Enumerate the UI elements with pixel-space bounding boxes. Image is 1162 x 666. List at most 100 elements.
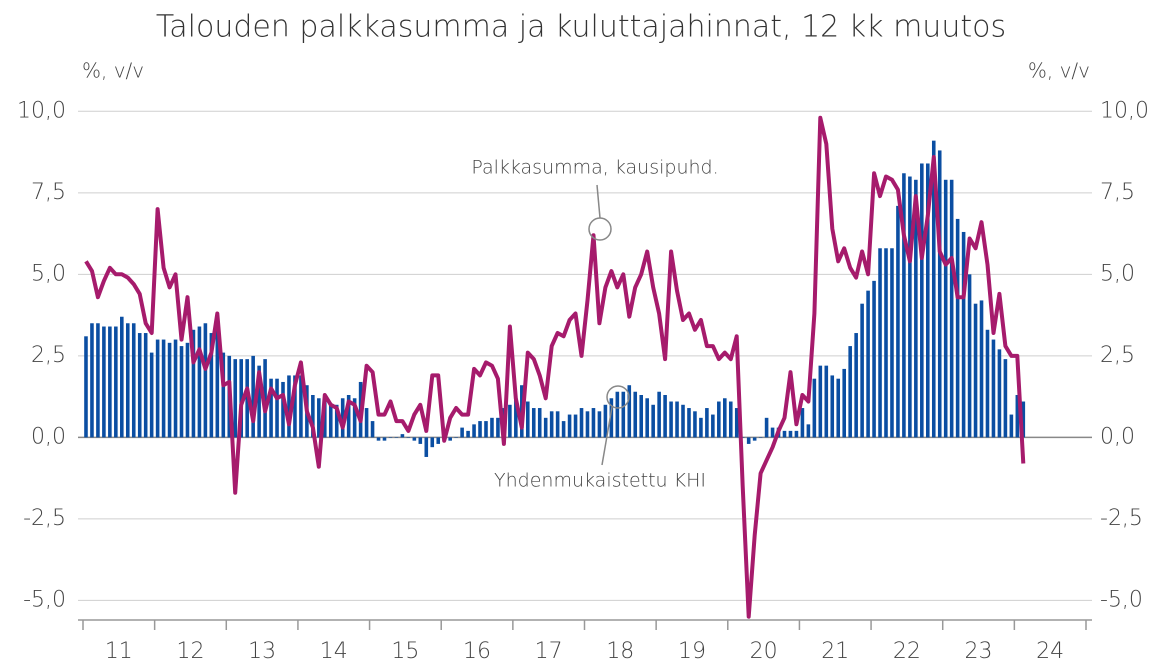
bar [143, 333, 148, 438]
bar [782, 430, 787, 438]
bar [896, 205, 900, 438]
annotation-circle [588, 217, 612, 241]
bar [472, 424, 476, 438]
y2-tick-label: 2,5 [1100, 343, 1135, 368]
bar [764, 417, 769, 438]
bar [114, 326, 118, 438]
bar [997, 349, 1002, 438]
bar [394, 437, 399, 438]
bar [1021, 401, 1026, 438]
bar [340, 398, 345, 438]
annotation-hicp: Yhdenmukaistettu KHI [494, 385, 706, 492]
bar [424, 437, 429, 457]
bar [651, 404, 655, 438]
bar [848, 346, 852, 438]
x-tick-label: 11 [105, 639, 133, 664]
bar [806, 424, 811, 438]
bar [108, 326, 112, 438]
line [84, 115, 1026, 619]
bar [603, 404, 608, 438]
bar [842, 368, 846, 438]
bar [800, 408, 805, 438]
bar [585, 411, 590, 438]
bar [221, 352, 226, 438]
bar [102, 326, 106, 438]
bar [621, 391, 626, 438]
bar [149, 352, 154, 438]
bar [633, 391, 638, 438]
y-tick-label: 5,0 [31, 261, 66, 286]
bar [770, 427, 775, 438]
annotation-circle [606, 385, 630, 409]
bar [514, 398, 518, 438]
grid: -5,0 -2,5 0,0 2,5 5,0 7,5 10,0 -5,0 -2,5 0,0 2,5 5,… [17, 98, 1149, 664]
bar [317, 398, 321, 438]
bar [931, 140, 936, 438]
bar [239, 359, 244, 438]
annotation: Yhdenmukaistettu KHI [494, 470, 706, 492]
x-tick-label: 19 [678, 639, 706, 664]
bar [830, 375, 835, 438]
bar [860, 303, 864, 438]
bar [854, 333, 858, 438]
bar [908, 176, 912, 438]
bar [693, 411, 697, 438]
bar [985, 329, 990, 438]
bar [705, 408, 709, 438]
bar [663, 395, 667, 438]
bar [466, 430, 470, 438]
bar [746, 437, 751, 444]
bar [937, 150, 942, 438]
x-tick-label: 18 [606, 639, 634, 664]
leader-line [601, 406, 613, 466]
bar [645, 398, 649, 438]
bar [84, 336, 88, 438]
bar [728, 401, 733, 438]
bar [418, 437, 423, 444]
y-tick-label: 0,0 [31, 424, 66, 449]
bar [723, 398, 727, 438]
bar [914, 179, 918, 438]
bar [615, 391, 620, 438]
bar [173, 339, 178, 438]
bar [657, 391, 661, 438]
bar [167, 342, 172, 438]
bar [1015, 395, 1020, 438]
bar [961, 231, 966, 438]
bar [537, 408, 542, 438]
bar [812, 378, 817, 438]
bar [579, 408, 584, 438]
bar [949, 179, 954, 438]
bar [866, 290, 870, 438]
bar [794, 430, 799, 438]
bar [161, 339, 166, 438]
y-tick-label: -2,5 [23, 506, 66, 531]
bar [788, 430, 793, 438]
bar [597, 411, 602, 438]
bar [561, 421, 566, 438]
bar [137, 333, 142, 438]
bar [275, 378, 279, 438]
bar [484, 421, 488, 438]
bar [448, 437, 452, 441]
x-tick-label: 24 [1036, 639, 1064, 664]
y2-tick-label: -5,0 [1100, 587, 1143, 612]
bar [818, 365, 823, 438]
bar [400, 434, 405, 438]
y-tick-label: 10,0 [17, 98, 66, 123]
bar [639, 395, 644, 438]
bar [967, 274, 972, 438]
bar [269, 378, 273, 438]
bar [734, 408, 739, 438]
y2-tick-label: -2,5 [1100, 506, 1143, 531]
bar [687, 408, 691, 438]
y-axis-label: %, v/v [82, 59, 144, 83]
bar [430, 437, 435, 448]
y2-axis-label: %, v/v [1028, 59, 1090, 83]
bar [508, 404, 512, 438]
bar [382, 437, 387, 441]
x-tick-label: 13 [248, 639, 276, 664]
bar [125, 323, 130, 438]
bar [955, 218, 960, 438]
